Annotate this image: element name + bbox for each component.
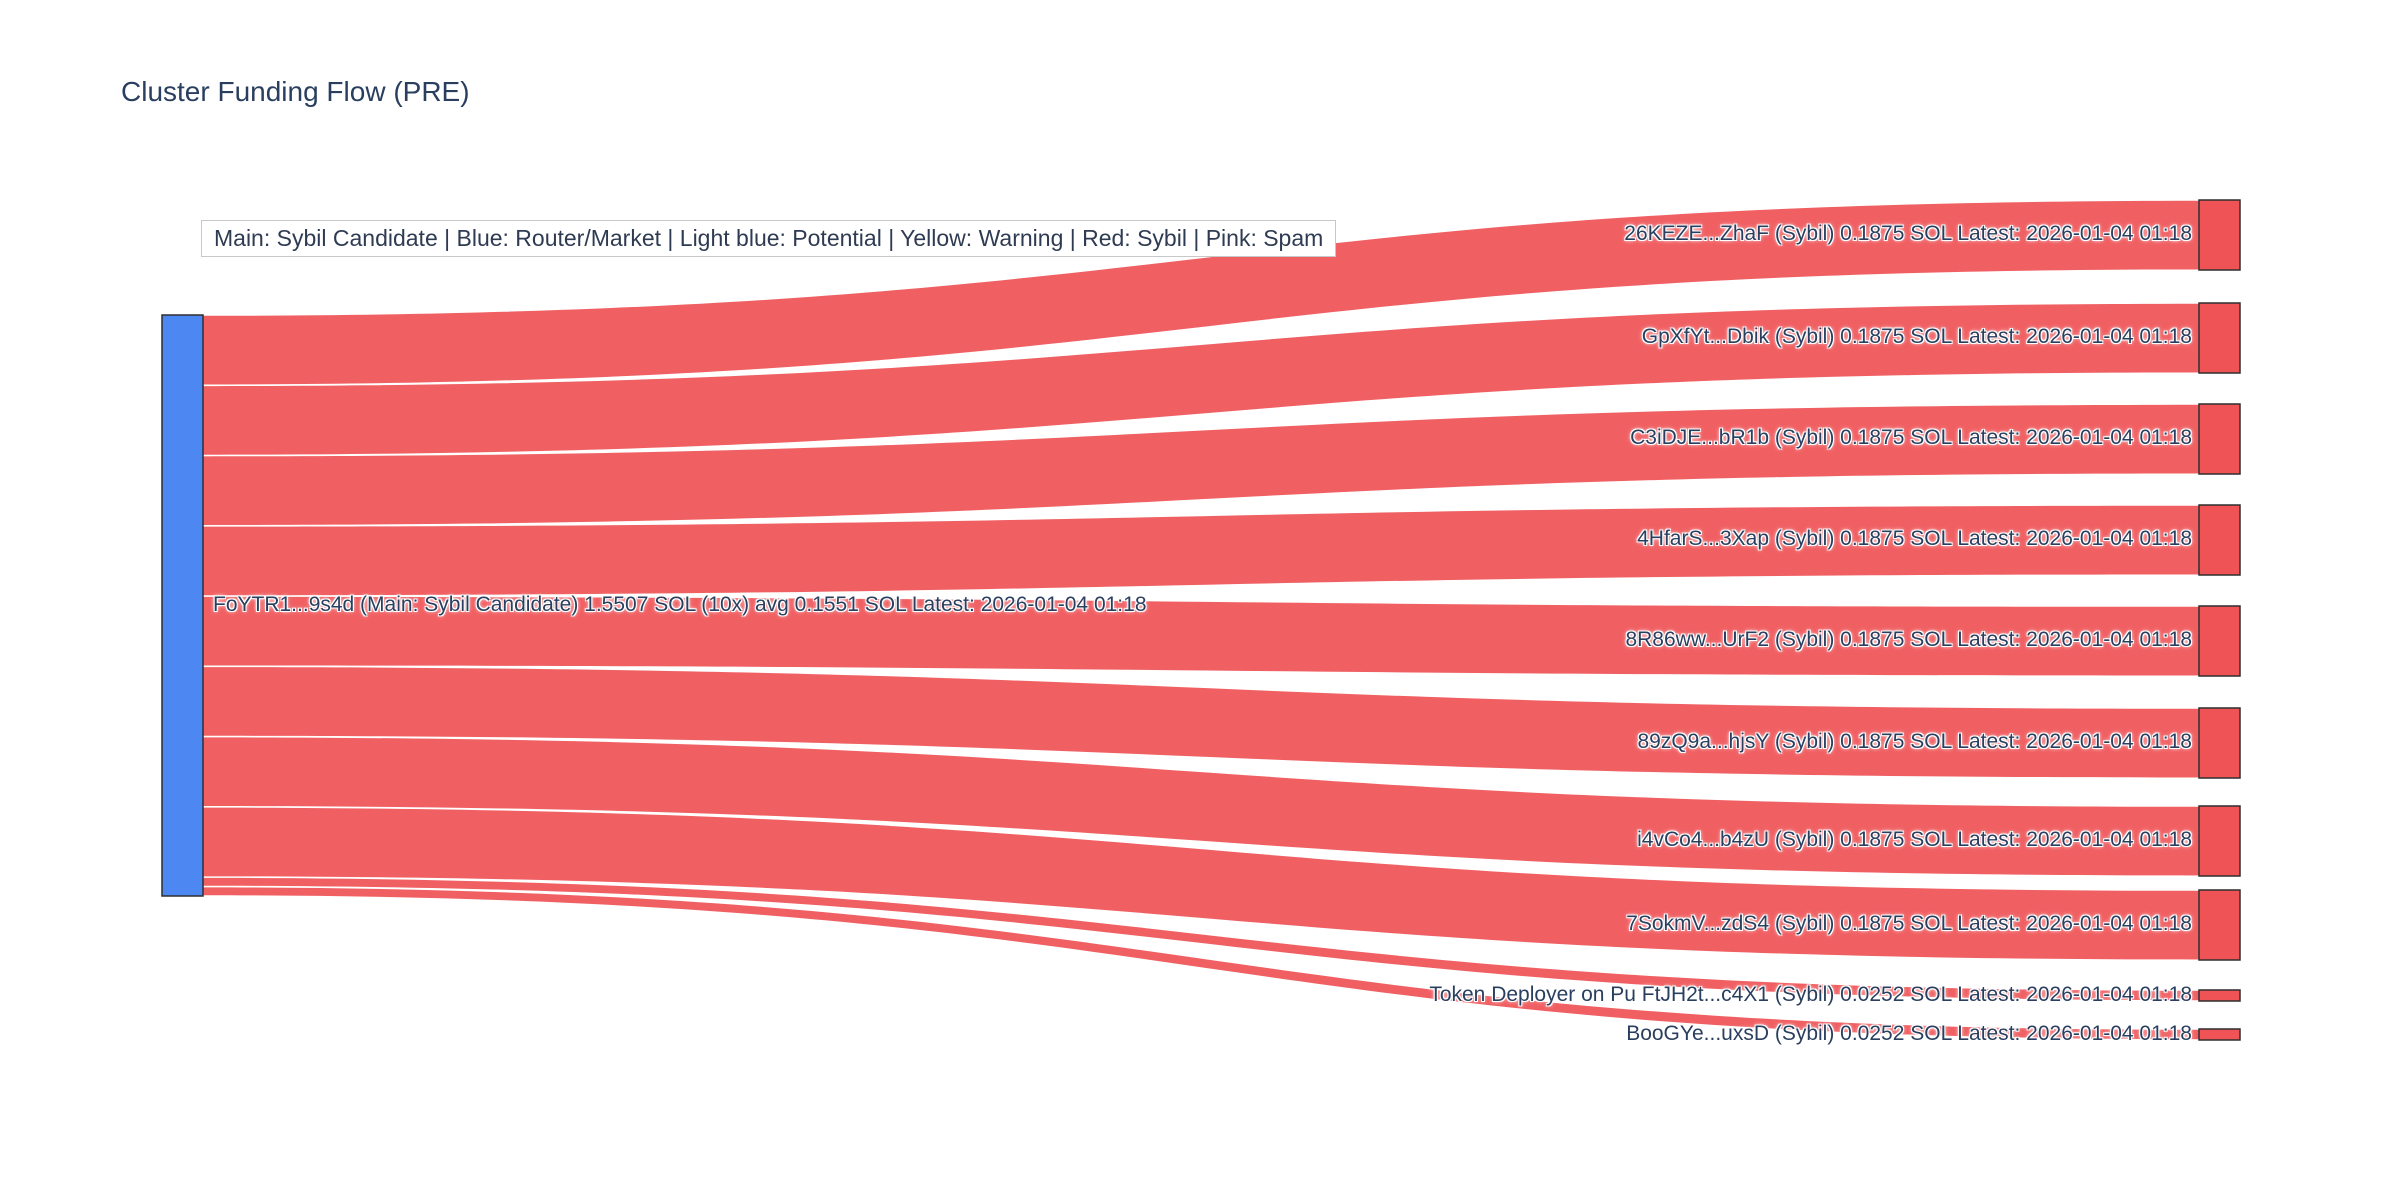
sankey-link[interactable] — [203, 667, 2199, 778]
sankey-link[interactable] — [203, 200, 2199, 385]
sankey-link[interactable] — [203, 596, 2199, 676]
sankey-link[interactable] — [203, 303, 2199, 455]
target-node[interactable] — [2198, 707, 2241, 779]
sankey-link[interactable] — [203, 807, 2199, 960]
target-node-label: 8R86ww...UrF2 (Sybil) 0.1875 SOL Latest:… — [1625, 628, 2192, 651]
sankey-link[interactable] — [203, 404, 2199, 525]
target-node-label: 7SokmV...zdS4 (Sybil) 0.1875 SOL Latest:… — [1626, 912, 2192, 935]
target-node-label: 89zQ9a...hjsY (Sybil) 0.1875 SOL Latest:… — [1637, 730, 2192, 753]
target-node[interactable] — [2198, 1028, 2241, 1041]
target-node[interactable] — [2198, 889, 2241, 961]
target-node[interactable] — [2198, 989, 2241, 1002]
color-legend-annotation: Main: Sybil Candidate | Blue: Router/Mar… — [201, 220, 1337, 257]
target-node-label: 26KEZE...ZhaF (Sybil) 0.1875 SOL Latest:… — [1624, 222, 2192, 245]
source-node-label: FoYTR1...9s4d (Main: Sybil Candidate) 1.… — [213, 592, 1147, 616]
target-node[interactable] — [2198, 302, 2241, 374]
sankey-link[interactable] — [203, 505, 2199, 596]
target-node-label: Token Deployer on Pu FtJH2t...c4X1 (Sybi… — [1429, 982, 2192, 1006]
target-node[interactable] — [2198, 605, 2241, 677]
target-node-label: 4HfarS...3Xap (Sybil) 0.1875 SOL Latest:… — [1637, 527, 2192, 550]
sankey-link[interactable] — [203, 737, 2199, 876]
target-node[interactable] — [2198, 403, 2241, 475]
sankey-link[interactable] — [203, 887, 2199, 1040]
chart-title: Cluster Funding Flow (PRE) — [121, 76, 470, 107]
target-node[interactable] — [2198, 805, 2241, 877]
target-node-label: i4vCo4...b4zU (Sybil) 0.1875 SOL Latest:… — [1637, 828, 2192, 851]
target-node-label: BooGYe...uxsD (Sybil) 0.0252 SOL Latest:… — [1626, 1021, 2192, 1045]
target-node[interactable] — [2198, 199, 2241, 271]
target-node-label: GpXfYt...Dbik (Sybil) 0.1875 SOL Latest:… — [1641, 325, 2192, 348]
source-node[interactable] — [161, 314, 204, 897]
target-node[interactable] — [2198, 504, 2241, 576]
sankey-link[interactable] — [203, 877, 2199, 1001]
target-node-label: C3iDJE...bR1b (Sybil) 0.1875 SOL Latest:… — [1630, 426, 2192, 449]
